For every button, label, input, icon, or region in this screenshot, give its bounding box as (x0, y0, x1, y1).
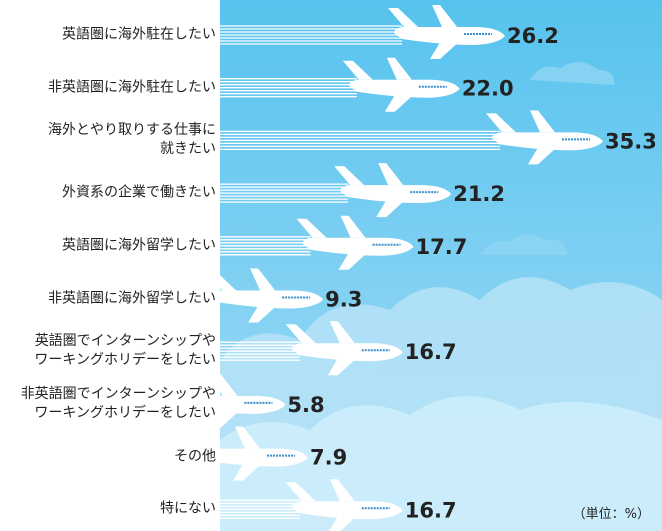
value-label: 26.2 (507, 24, 559, 48)
wing-far (329, 321, 355, 344)
airplane (296, 215, 414, 270)
wing-near (233, 460, 266, 481)
category-label: 英語圏に海外駐在したい (62, 26, 216, 43)
bar (220, 163, 452, 218)
airplane (342, 57, 460, 112)
airplane (168, 373, 286, 428)
bar (220, 110, 603, 165)
wing-far (340, 215, 366, 238)
bar (206, 268, 324, 323)
bar (220, 479, 403, 531)
value-label: 22.0 (462, 77, 514, 101)
fuselage (340, 185, 452, 204)
category-label: 英語圏でインターンシップや ワーキングホリデーをしたい (34, 333, 216, 369)
tail-fin (191, 429, 222, 449)
bar (191, 426, 309, 481)
value-label: 5.8 (287, 393, 324, 417)
category-label: 非英語圏に海外留学したい (48, 290, 216, 306)
wing-far (432, 5, 458, 27)
unit-note: （単位：%） (573, 506, 650, 522)
wing-near (528, 144, 560, 165)
wing-near (248, 302, 281, 323)
fuselage (492, 132, 603, 151)
category-label: 海外とやり取りする仕事に 就きたい (48, 122, 216, 158)
wing-far (386, 57, 412, 80)
value-label: 21.2 (453, 182, 505, 206)
value-label: 35.3 (605, 129, 657, 153)
airplane (486, 110, 603, 165)
tail-fin (206, 271, 237, 291)
wing-far (530, 110, 555, 133)
bar (220, 57, 460, 112)
category-label: 非英語圏でインターンシップや ワーキングホリデーをしたい (20, 385, 216, 421)
bar (220, 5, 506, 59)
airplane (285, 321, 403, 376)
wing-far (250, 268, 276, 291)
category-label: 英語圏に海外留学したい (62, 237, 216, 254)
tail-fin (285, 324, 316, 344)
wing-far (378, 163, 404, 186)
airplane (206, 268, 324, 323)
tail-fin (486, 113, 516, 133)
wing-near (210, 407, 243, 428)
wing-near (430, 39, 463, 59)
tail-fin (388, 8, 419, 27)
wing-near (376, 197, 409, 218)
low-clouds (220, 396, 662, 531)
bar (168, 373, 286, 428)
wing-near (384, 91, 417, 112)
category-label: 非英語圏に海外駐在したい (48, 79, 216, 96)
category-label: 特にない (160, 500, 216, 517)
tail-fin (296, 218, 327, 238)
wing-far (235, 426, 261, 449)
value-label: 16.7 (405, 340, 457, 364)
wing-near (327, 355, 360, 376)
wing-near (329, 513, 360, 531)
wing-far (329, 479, 355, 502)
bar (220, 321, 403, 376)
fuselage (212, 290, 324, 309)
airplane (191, 426, 309, 481)
wing-near (338, 249, 371, 270)
fuselage (394, 27, 506, 45)
wing-far (212, 373, 238, 396)
airplane (334, 163, 452, 218)
fuselage (197, 448, 309, 467)
fuselage (291, 501, 403, 520)
fuselage (174, 395, 286, 414)
tail-fin (285, 482, 316, 502)
category-label: その他 (174, 448, 216, 465)
tail-fin (334, 166, 365, 186)
tail-fin (342, 60, 373, 80)
category-label: 外資系の企業で働きたい (62, 184, 216, 201)
value-label: 17.7 (416, 235, 468, 259)
value-label: 9.3 (325, 288, 362, 312)
value-label: 16.7 (405, 498, 457, 522)
fuselage (302, 237, 414, 256)
fuselage (291, 343, 403, 362)
value-label: 7.9 (310, 446, 347, 470)
tail-fin (168, 376, 199, 396)
airplane (285, 479, 403, 531)
fuselage (348, 79, 460, 98)
bar (220, 215, 414, 270)
airplane (388, 5, 506, 59)
